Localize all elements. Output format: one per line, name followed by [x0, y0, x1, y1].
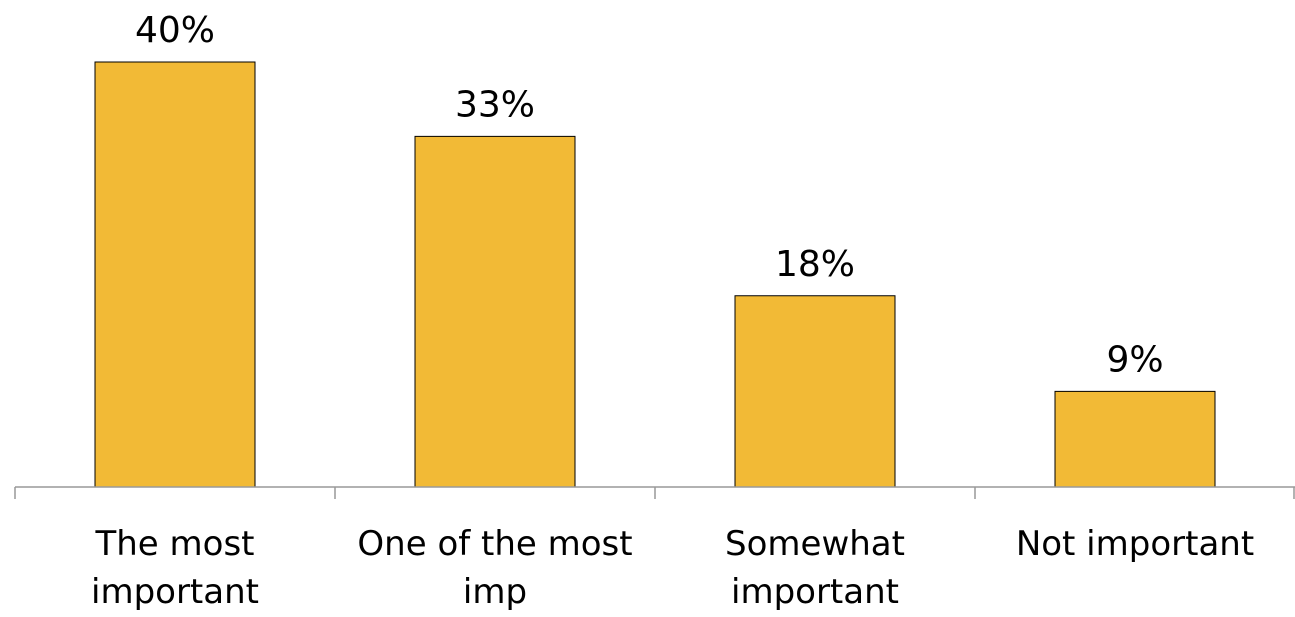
data-label-3: 18%: [775, 244, 855, 285]
data-label-1: 40%: [135, 10, 215, 51]
category-label-2: One of the most imp: [357, 524, 632, 612]
data-label-4: 9%: [1106, 339, 1163, 380]
category-label-line: Somewhat: [725, 524, 905, 564]
bar-2: [414, 135, 576, 488]
category-label-line: The most: [94, 524, 254, 564]
category-label-line: important: [731, 572, 899, 612]
category-label-4: Not important: [1016, 524, 1254, 564]
x-axis: [14, 486, 1295, 499]
category-labels-group: The most important One of the most imp Somew…: [91, 524, 1254, 612]
bar-3: [734, 295, 896, 488]
category-label-line: important: [91, 572, 259, 612]
category-label-1: The most important: [91, 524, 259, 612]
value-labels-group: 40% 33% 18% 9%: [135, 10, 1164, 380]
bars-group: [94, 61, 1216, 488]
category-label-line: imp: [463, 572, 527, 612]
category-label-3: Somewhat important: [725, 524, 905, 612]
category-label-line: Not important: [1016, 524, 1254, 564]
bar-1: [94, 61, 256, 488]
data-label-2: 33%: [455, 84, 535, 125]
category-label-line: One of the most: [357, 524, 632, 564]
bar-4: [1054, 390, 1216, 488]
